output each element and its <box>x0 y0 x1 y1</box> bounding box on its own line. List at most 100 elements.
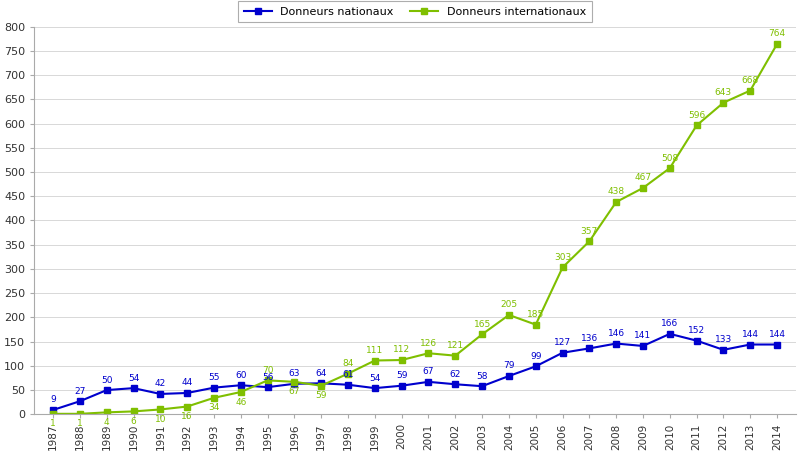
Donneurs internationaux <box>397 357 406 363</box>
Text: 84: 84 <box>342 359 354 368</box>
Donneurs internationaux <box>182 404 192 409</box>
Text: 67: 67 <box>289 387 300 396</box>
Text: 467: 467 <box>634 173 651 183</box>
Donneurs nationaux <box>504 373 514 379</box>
Donneurs internationaux <box>772 41 782 47</box>
Text: 205: 205 <box>500 301 518 309</box>
Text: 70: 70 <box>262 366 274 375</box>
Donneurs nationaux <box>585 345 594 351</box>
Donneurs internationaux <box>478 331 487 337</box>
Donneurs internationaux <box>450 353 460 358</box>
Text: 1: 1 <box>77 419 82 429</box>
Text: 152: 152 <box>688 326 705 335</box>
Text: 438: 438 <box>608 188 625 197</box>
Donneurs internationaux <box>531 322 541 327</box>
Text: 596: 596 <box>688 111 706 120</box>
Text: 144: 144 <box>742 330 758 339</box>
Text: 50: 50 <box>101 375 113 385</box>
Donneurs nationaux <box>450 381 460 387</box>
Donneurs nationaux <box>263 385 273 390</box>
Text: 58: 58 <box>476 372 488 380</box>
Text: 141: 141 <box>634 331 651 340</box>
Donneurs internationaux <box>209 395 218 400</box>
Text: 60: 60 <box>235 370 246 380</box>
Donneurs nationaux <box>424 379 434 385</box>
Donneurs internationaux <box>692 123 702 128</box>
Text: 16: 16 <box>182 412 193 421</box>
Text: 185: 185 <box>527 310 544 319</box>
Text: 67: 67 <box>422 367 434 376</box>
Text: 126: 126 <box>420 339 437 348</box>
Text: 112: 112 <box>393 345 410 355</box>
Donneurs nationaux <box>155 391 165 397</box>
Donneurs internationaux <box>718 100 728 105</box>
Donneurs nationaux <box>665 331 674 336</box>
Text: 165: 165 <box>474 320 490 329</box>
Text: 54: 54 <box>128 374 139 383</box>
Donneurs internationaux <box>129 409 138 414</box>
Donneurs nationaux <box>531 364 541 369</box>
Donneurs internationaux <box>317 383 326 389</box>
Text: 62: 62 <box>450 370 461 379</box>
Donneurs nationaux <box>343 382 353 387</box>
Donneurs nationaux <box>209 385 218 390</box>
Text: 668: 668 <box>742 76 759 85</box>
Text: 146: 146 <box>608 329 625 338</box>
Donneurs internationaux <box>585 238 594 244</box>
Text: 59: 59 <box>396 371 407 380</box>
Donneurs nationaux <box>772 342 782 347</box>
Donneurs internationaux <box>236 389 246 395</box>
Text: 166: 166 <box>661 319 678 328</box>
Text: 9: 9 <box>50 395 56 405</box>
Text: 42: 42 <box>154 380 166 388</box>
Donneurs nationaux <box>75 399 85 404</box>
Text: 27: 27 <box>74 387 86 396</box>
Text: 10: 10 <box>154 415 166 424</box>
Donneurs nationaux <box>102 387 111 393</box>
Text: 357: 357 <box>581 227 598 236</box>
Donneurs internationaux <box>370 358 380 363</box>
Donneurs internationaux <box>343 371 353 376</box>
Donneurs nationaux <box>182 390 192 396</box>
Text: 46: 46 <box>235 398 246 407</box>
Text: 303: 303 <box>554 253 571 262</box>
Text: 99: 99 <box>530 352 542 361</box>
Donneurs nationaux <box>558 350 567 355</box>
Text: 79: 79 <box>503 361 514 370</box>
Text: 6: 6 <box>130 417 137 426</box>
Donneurs internationaux <box>611 199 621 205</box>
Text: 56: 56 <box>262 373 274 382</box>
Text: 61: 61 <box>342 370 354 379</box>
Donneurs nationaux <box>236 383 246 388</box>
Text: 133: 133 <box>715 336 732 344</box>
Text: 111: 111 <box>366 346 383 355</box>
Line: Donneurs internationaux: Donneurs internationaux <box>50 40 781 417</box>
Donneurs nationaux <box>397 383 406 389</box>
Text: 54: 54 <box>369 374 381 383</box>
Donneurs nationaux <box>692 338 702 343</box>
Donneurs internationaux <box>75 411 85 416</box>
Donneurs internationaux <box>746 88 755 93</box>
Donneurs internationaux <box>48 411 58 416</box>
Donneurs nationaux <box>638 343 648 349</box>
Donneurs internationaux <box>102 410 111 415</box>
Text: 64: 64 <box>315 369 327 378</box>
Text: 1: 1 <box>50 419 56 429</box>
Line: Donneurs nationaux: Donneurs nationaux <box>50 331 781 414</box>
Donneurs nationaux <box>290 381 299 386</box>
Text: 55: 55 <box>208 373 220 382</box>
Text: 59: 59 <box>315 391 327 400</box>
Donneurs nationaux <box>48 407 58 413</box>
Donneurs internationaux <box>638 185 648 191</box>
Text: 34: 34 <box>208 404 220 412</box>
Donneurs nationaux <box>370 385 380 391</box>
Text: 127: 127 <box>554 338 571 347</box>
Donneurs internationaux <box>665 165 674 171</box>
Text: 63: 63 <box>289 369 300 378</box>
Donneurs nationaux <box>718 347 728 353</box>
Donneurs internationaux <box>504 312 514 318</box>
Text: 44: 44 <box>182 379 193 387</box>
Donneurs nationaux <box>746 342 755 347</box>
Text: 121: 121 <box>446 341 464 350</box>
Donneurs nationaux <box>611 341 621 346</box>
